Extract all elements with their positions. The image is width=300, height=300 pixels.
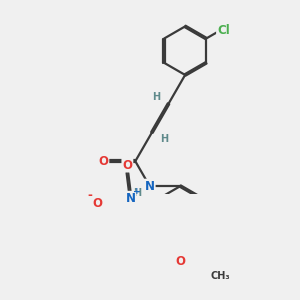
Text: +: + (133, 188, 141, 196)
Text: H: H (134, 188, 142, 198)
Text: H: H (152, 92, 160, 102)
Text: O: O (92, 197, 102, 210)
Text: N: N (145, 180, 155, 193)
Text: H: H (160, 134, 168, 145)
Text: Cl: Cl (217, 24, 230, 38)
Text: O: O (175, 255, 185, 268)
Text: CH₃: CH₃ (211, 271, 231, 281)
Text: -: - (87, 189, 92, 202)
Text: O: O (122, 158, 132, 172)
Text: N: N (126, 192, 136, 205)
Text: O: O (98, 155, 108, 168)
